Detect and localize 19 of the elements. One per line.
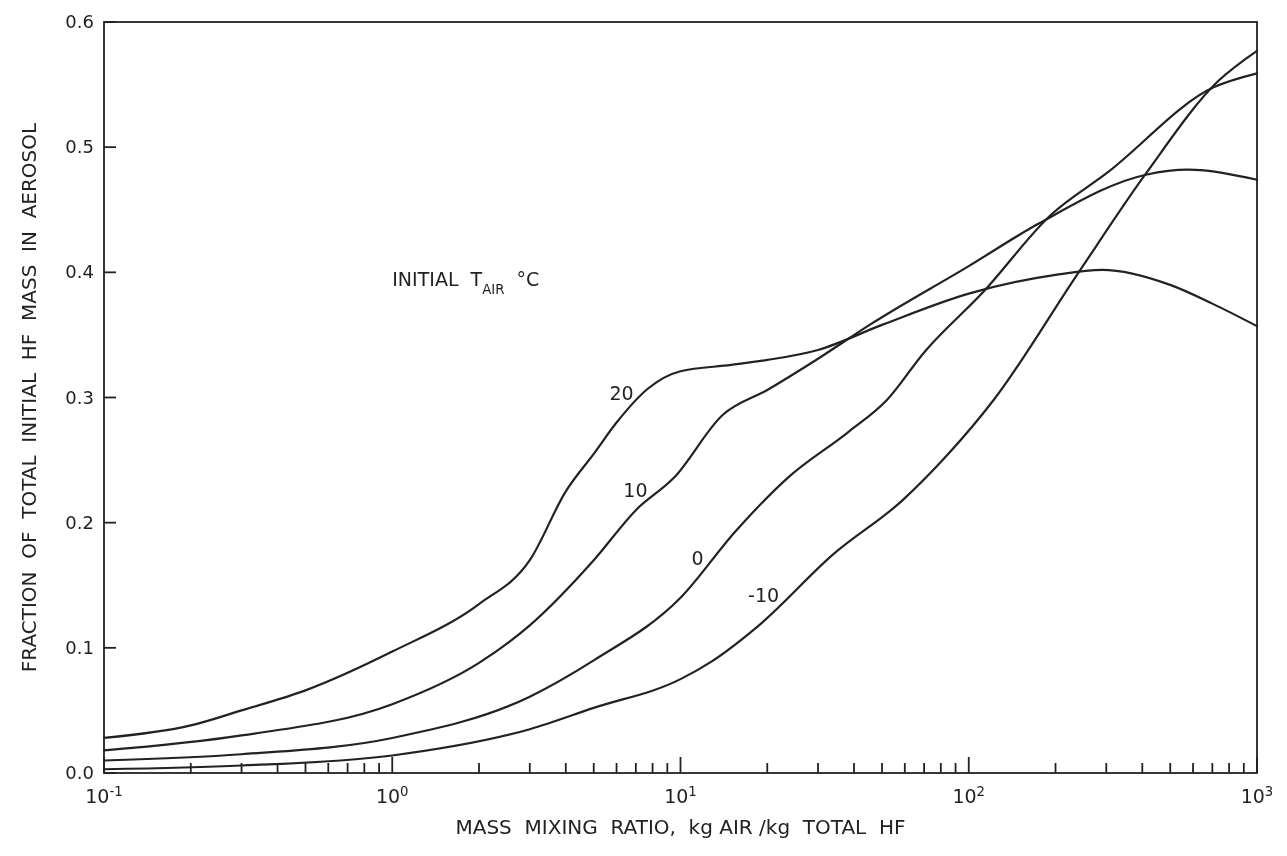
x-tick-label: 10$^{0}$ [375, 783, 409, 807]
series-label: 0 [691, 546, 704, 569]
x-tick-label: 10$^{1}$ [664, 783, 697, 807]
y-tick-label: 0.1 [65, 636, 94, 658]
y-tick-label: 0.3 [65, 386, 94, 408]
series-label: 20 [609, 381, 634, 404]
x-tick-label: 10$^{2}$ [952, 783, 986, 807]
y-tick-label: 0.0 [65, 762, 94, 783]
x-axis-title: MASS MIXING RATIO, kg AIR /kg TOTAL HF [455, 815, 906, 839]
y-tick-label: 0.5 [65, 136, 94, 158]
y-tick-label: 0.6 [65, 11, 94, 32]
y-tick-label: 0.2 [65, 511, 94, 533]
x-tick-label: 10$^{-1}$ [85, 783, 123, 807]
y-axis-title: FRACTION OF TOTAL INITIAL HF MASS IN AEROSOL [17, 121, 41, 673]
series-label: -10 [748, 584, 780, 607]
series-label: 10 [623, 479, 648, 502]
y-tick-label: 0.4 [65, 261, 94, 283]
x-tick-label: 10$^{3}$ [1240, 783, 1274, 807]
legend-title: INITIAL T$_{AIR}$ °C [392, 268, 540, 297]
